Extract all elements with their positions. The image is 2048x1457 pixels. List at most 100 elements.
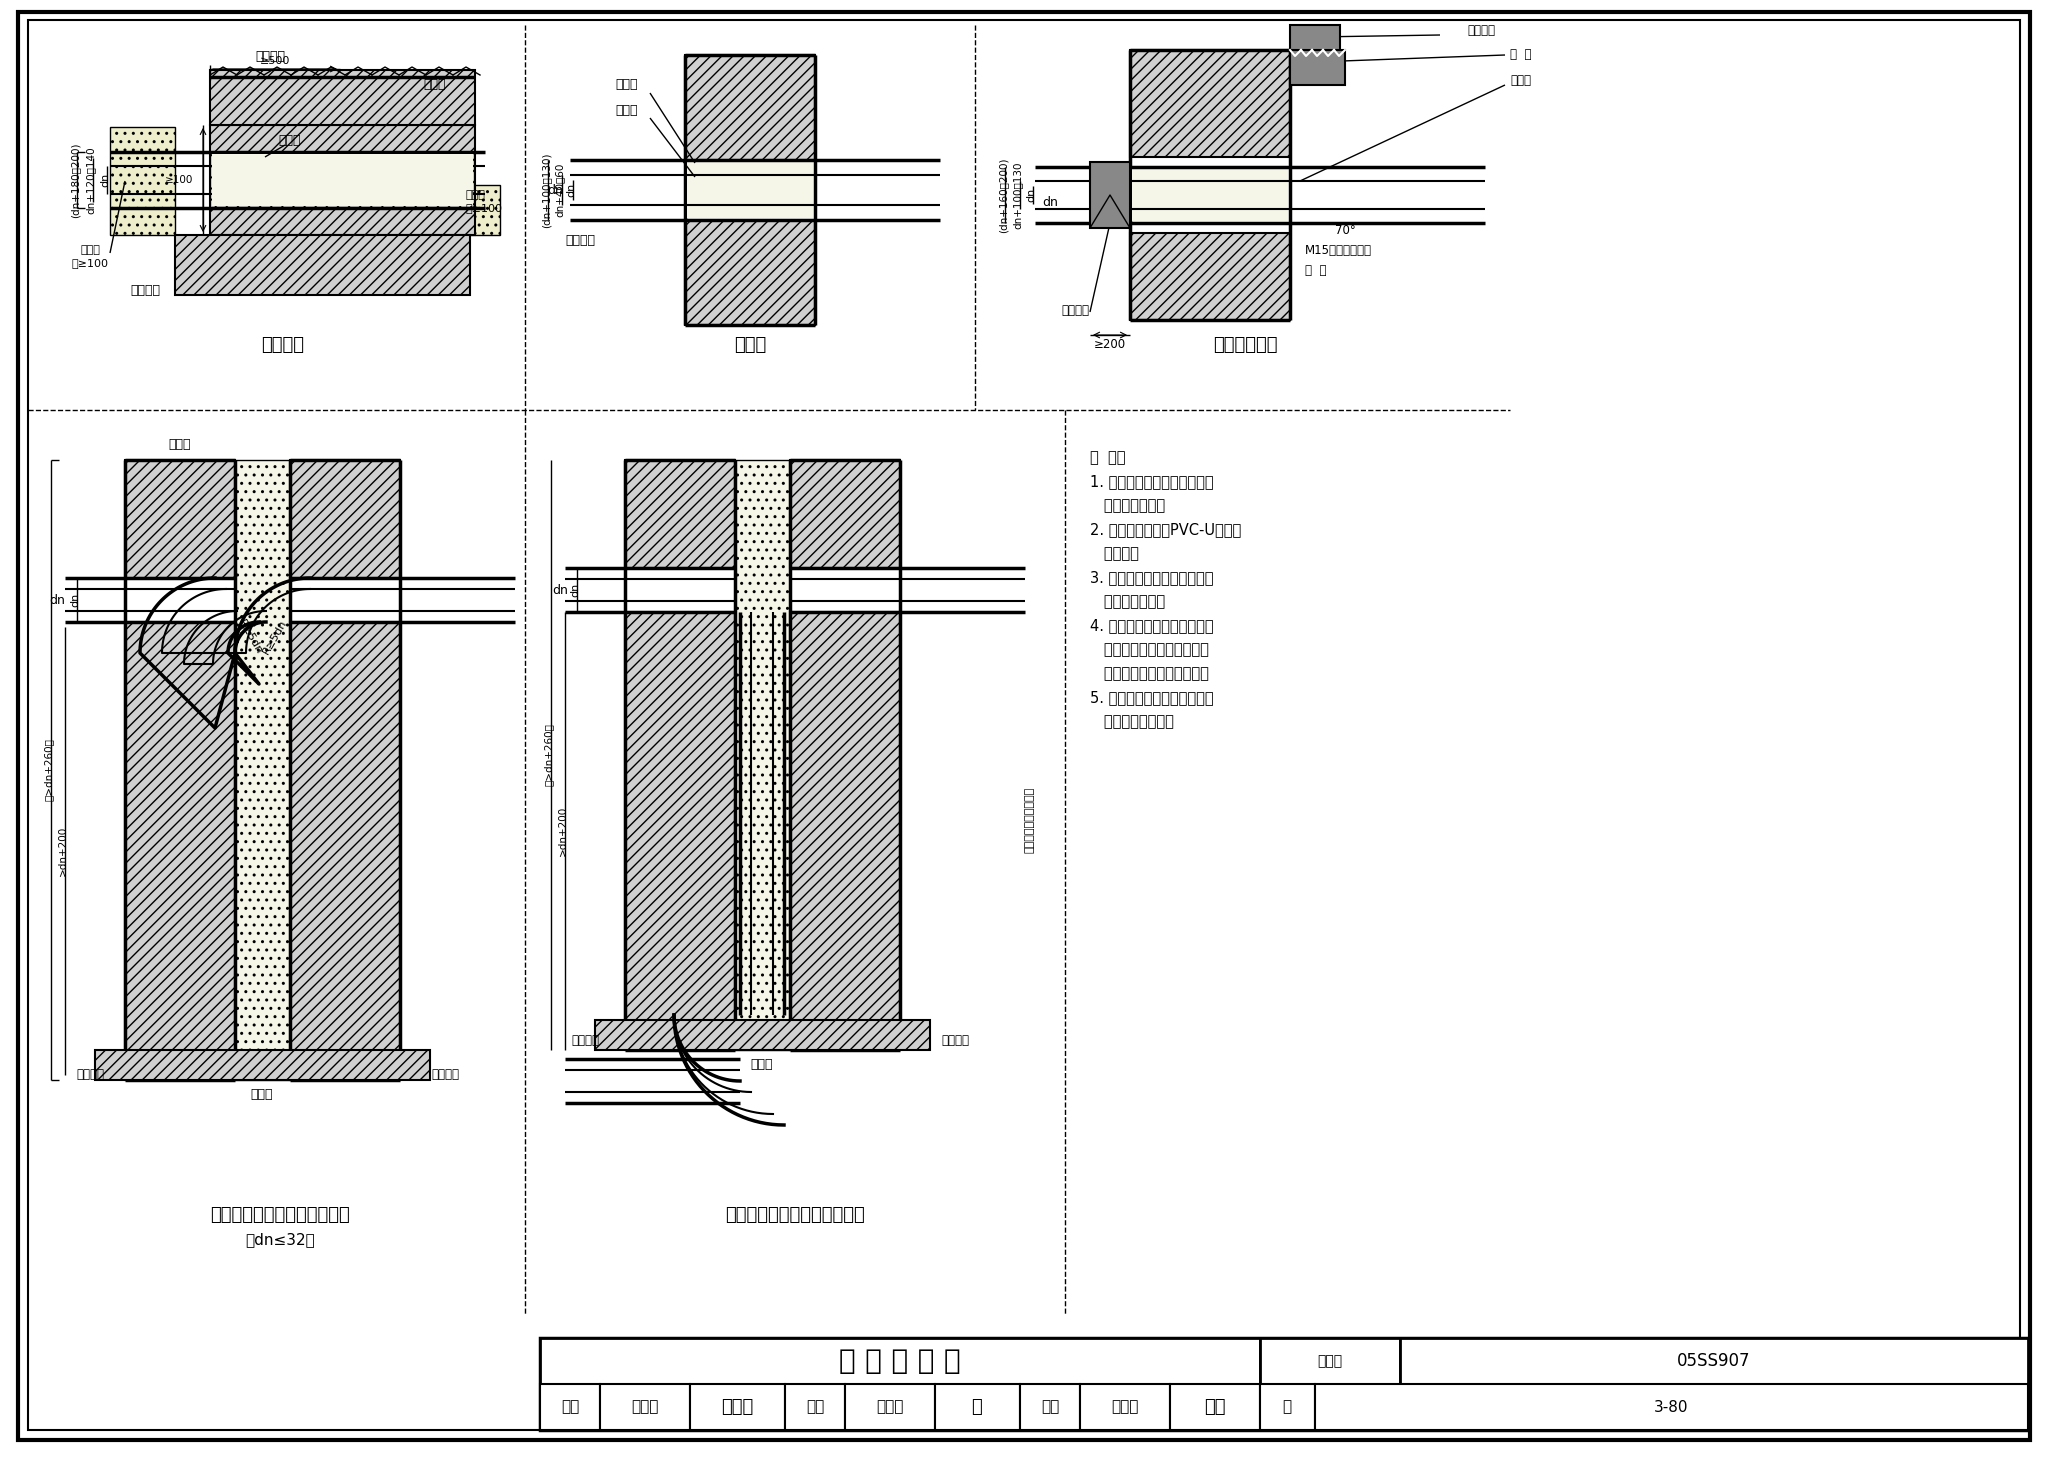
Bar	[846, 1384, 936, 1429]
Text: 柔性填料: 柔性填料	[571, 1033, 598, 1046]
Text: 砂垫层: 砂垫层	[465, 189, 485, 200]
Text: R≥5dn: R≥5dn	[236, 618, 264, 656]
Text: 此管件尺寸见产品样本: 此管件尺寸见产品样本	[1024, 787, 1034, 854]
Text: 包保温层的管道。: 包保温层的管道。	[1090, 714, 1174, 728]
Text: 设计: 设计	[1040, 1400, 1059, 1415]
Text: 管两侧必须设置固定支架。: 管两侧必须设置固定支架。	[1090, 666, 1208, 680]
Text: 防水胶泥: 防水胶泥	[1466, 23, 1495, 36]
Text: 墙  体: 墙 体	[1305, 264, 1327, 277]
Bar	[1290, 50, 1346, 85]
Text: 水平也可垂直设置弯管。弯: 水平也可垂直设置弯管。弯	[1090, 643, 1208, 657]
Text: 或钢管。: 或钢管。	[1090, 546, 1139, 561]
Text: 2. 穿墙体套管采用PVC-U给水管: 2. 穿墙体套管采用PVC-U给水管	[1090, 522, 1241, 538]
Text: 铝塑管: 铝塑管	[168, 439, 190, 452]
Bar	[1090, 162, 1130, 227]
Bar	[596, 1020, 930, 1050]
Bar	[174, 235, 469, 294]
Text: 钢套管: 钢套管	[752, 1058, 774, 1071]
Text: 应用砂纸打毛。: 应用砂纸打毛。	[1090, 498, 1165, 513]
Text: 钢套管: 钢套管	[614, 79, 637, 92]
Bar	[211, 70, 475, 125]
Text: 5. 括号标注的套管规格用于外: 5. 括号标注的套管规格用于外	[1090, 691, 1214, 705]
Text: dn: dn	[565, 184, 575, 197]
Bar	[1079, 1384, 1169, 1429]
Text: 4. 穿抗震、伸缩、沉降缝时可: 4. 穿抗震、伸缩、沉降缝时可	[1090, 618, 1214, 632]
Text: 砂垫层: 砂垫层	[80, 245, 100, 255]
Bar	[1315, 1384, 2028, 1429]
Bar	[291, 460, 399, 578]
Bar	[94, 1050, 430, 1080]
Text: 钢套管: 钢套管	[250, 1088, 272, 1101]
Text: 刘宗秋: 刘宗秋	[1112, 1400, 1139, 1415]
Text: 套  管: 套 管	[1509, 48, 1532, 61]
Text: dn: dn	[100, 173, 111, 186]
Bar	[684, 220, 815, 325]
Bar	[541, 1338, 1260, 1384]
Text: 柔性填料: 柔性填料	[430, 1068, 459, 1081]
Bar	[1260, 1338, 1401, 1384]
Text: 页: 页	[1282, 1400, 1292, 1415]
Text: 1. 管道在穿越墙体处的外表面: 1. 管道在穿越墙体处的外表面	[1090, 474, 1214, 490]
Text: dn+120～140: dn+120～140	[86, 146, 96, 214]
Bar	[735, 460, 791, 1050]
Bar	[784, 1384, 846, 1429]
Text: ≥100: ≥100	[164, 175, 193, 185]
Text: dn: dn	[49, 593, 66, 606]
Text: dn+40～60: dn+40～60	[555, 163, 565, 217]
Text: 3-80: 3-80	[1653, 1400, 1688, 1415]
Bar	[1133, 169, 1288, 221]
Bar	[686, 162, 813, 219]
Bar	[690, 1384, 784, 1429]
Text: dn: dn	[70, 593, 80, 608]
Text: M15防水水泥砂浆: M15防水水泥砂浆	[1305, 243, 1372, 256]
Text: dn+100～130: dn+100～130	[1014, 162, 1024, 229]
Text: >dn+200: >dn+200	[557, 806, 567, 857]
Bar	[791, 460, 899, 568]
Text: 05SS907: 05SS907	[1677, 1352, 1751, 1370]
Bar	[291, 622, 399, 1080]
Bar	[541, 1384, 600, 1429]
Text: 铝塑管: 铝塑管	[1509, 73, 1532, 86]
Text: >dn+200: >dn+200	[57, 826, 68, 876]
Bar	[1020, 1384, 1079, 1429]
Text: 穿基础墙: 穿基础墙	[260, 337, 303, 354]
Bar	[1260, 1384, 1315, 1429]
Text: 穿抗震、伸缩、沉降缝（一）: 穿抗震、伸缩、沉降缝（一）	[211, 1206, 350, 1224]
Text: 聚氨酯等材料。: 聚氨酯等材料。	[1090, 594, 1165, 609]
Bar	[684, 55, 815, 160]
Text: 基础墙: 基础墙	[424, 79, 446, 92]
Bar	[236, 460, 291, 1080]
Bar	[125, 460, 236, 578]
Bar	[125, 622, 236, 1080]
Text: 柔性填料: 柔性填料	[940, 1033, 969, 1046]
Text: ≥200: ≥200	[1094, 338, 1126, 351]
Bar	[434, 185, 500, 235]
Text: 穿内墙: 穿内墙	[733, 337, 766, 354]
Text: dn: dn	[1026, 188, 1036, 203]
Text: (dn+180～200): (dn+180～200)	[70, 143, 80, 217]
Text: 校对: 校对	[805, 1400, 823, 1415]
Text: 柔性填料: 柔性填料	[76, 1068, 104, 1081]
Text: 钢套管: 钢套管	[279, 134, 301, 147]
Text: （>dn+260）: （>dn+260）	[43, 739, 53, 801]
Text: 厚≥100: 厚≥100	[465, 203, 502, 213]
Text: （>dn+260）: （>dn+260）	[545, 724, 555, 787]
Bar	[625, 460, 735, 568]
Text: 柔性填料: 柔性填料	[565, 233, 596, 246]
Text: R≥5dn: R≥5dn	[260, 618, 289, 656]
Bar	[541, 1338, 2028, 1429]
Text: 3. 柔性填料采用发泡聚乙烯或: 3. 柔性填料采用发泡聚乙烯或	[1090, 570, 1214, 586]
Text: 闫利国: 闫利国	[877, 1400, 903, 1415]
Text: 柔性填料: 柔性填料	[129, 284, 160, 297]
Bar	[1169, 1384, 1260, 1429]
Bar	[1290, 25, 1339, 50]
Text: 铝塑管: 铝塑管	[614, 103, 637, 117]
Bar	[111, 127, 174, 235]
Text: 砝: 砝	[971, 1399, 983, 1416]
Text: dn: dn	[553, 583, 567, 596]
Text: dn: dn	[547, 184, 563, 197]
Text: (dn+100～130): (dn+100～130)	[541, 152, 551, 227]
Text: 室外地面: 室外地面	[256, 51, 285, 64]
Bar	[1130, 50, 1290, 157]
Text: (dn+160～200): (dn+160～200)	[997, 157, 1008, 233]
